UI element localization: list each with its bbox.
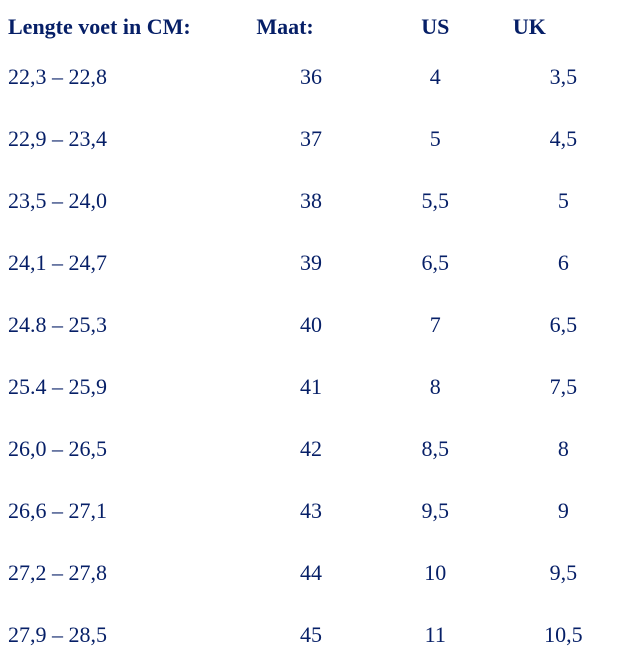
cell-cm: 25.4 – 25,9 (8, 356, 246, 418)
table-body: 22,3 – 22,8 36 4 3,5 22,9 – 23,4 37 5 4,… (8, 46, 632, 666)
cell-us: 4 (376, 46, 495, 108)
header-uk: UK (495, 14, 632, 46)
table-row: 25.4 – 25,9 41 8 7,5 (8, 356, 632, 418)
cell-us: 5,5 (376, 170, 495, 232)
cell-maat: 40 (246, 294, 375, 356)
cell-maat: 44 (246, 542, 375, 604)
header-cm: Lengte voet in CM: (8, 14, 246, 46)
table-row: 22,9 – 23,4 37 5 4,5 (8, 108, 632, 170)
cell-uk: 10,5 (495, 604, 632, 666)
cell-uk: 4,5 (495, 108, 632, 170)
cell-cm: 23,5 – 24,0 (8, 170, 246, 232)
cell-uk: 6 (495, 232, 632, 294)
cell-maat: 38 (246, 170, 375, 232)
cell-us: 11 (376, 604, 495, 666)
cell-us: 5 (376, 108, 495, 170)
size-chart-wrapper: Lengte voet in CM: Maat: US UK 22,3 – 22… (0, 0, 640, 666)
cell-uk: 9,5 (495, 542, 632, 604)
table-row: 24,1 – 24,7 39 6,5 6 (8, 232, 632, 294)
header-us: US (376, 14, 495, 46)
cell-us: 9,5 (376, 480, 495, 542)
cell-maat: 45 (246, 604, 375, 666)
cell-uk: 9 (495, 480, 632, 542)
cell-cm: 24.8 – 25,3 (8, 294, 246, 356)
header-maat: Maat: (246, 14, 375, 46)
cell-cm: 27,9 – 28,5 (8, 604, 246, 666)
cell-cm: 22,3 – 22,8 (8, 46, 246, 108)
cell-cm: 26,6 – 27,1 (8, 480, 246, 542)
cell-us: 6,5 (376, 232, 495, 294)
table-row: 26,0 – 26,5 42 8,5 8 (8, 418, 632, 480)
cell-uk: 6,5 (495, 294, 632, 356)
cell-maat: 41 (246, 356, 375, 418)
cell-uk: 7,5 (495, 356, 632, 418)
table-row: 27,2 – 27,8 44 10 9,5 (8, 542, 632, 604)
cell-us: 10 (376, 542, 495, 604)
table-row: 26,6 – 27,1 43 9,5 9 (8, 480, 632, 542)
cell-maat: 39 (246, 232, 375, 294)
table-row: 27,9 – 28,5 45 11 10,5 (8, 604, 632, 666)
cell-uk: 8 (495, 418, 632, 480)
cell-cm: 27,2 – 27,8 (8, 542, 246, 604)
cell-maat: 36 (246, 46, 375, 108)
cell-uk: 5 (495, 170, 632, 232)
table-row: 23,5 – 24,0 38 5,5 5 (8, 170, 632, 232)
cell-us: 8 (376, 356, 495, 418)
cell-cm: 24,1 – 24,7 (8, 232, 246, 294)
cell-us: 8,5 (376, 418, 495, 480)
cell-uk: 3,5 (495, 46, 632, 108)
table-header-row: Lengte voet in CM: Maat: US UK (8, 14, 632, 46)
cell-cm: 22,9 – 23,4 (8, 108, 246, 170)
size-chart-table: Lengte voet in CM: Maat: US UK 22,3 – 22… (8, 14, 632, 666)
table-row: 24.8 – 25,3 40 7 6,5 (8, 294, 632, 356)
cell-us: 7 (376, 294, 495, 356)
cell-cm: 26,0 – 26,5 (8, 418, 246, 480)
cell-maat: 42 (246, 418, 375, 480)
cell-maat: 43 (246, 480, 375, 542)
table-row: 22,3 – 22,8 36 4 3,5 (8, 46, 632, 108)
cell-maat: 37 (246, 108, 375, 170)
